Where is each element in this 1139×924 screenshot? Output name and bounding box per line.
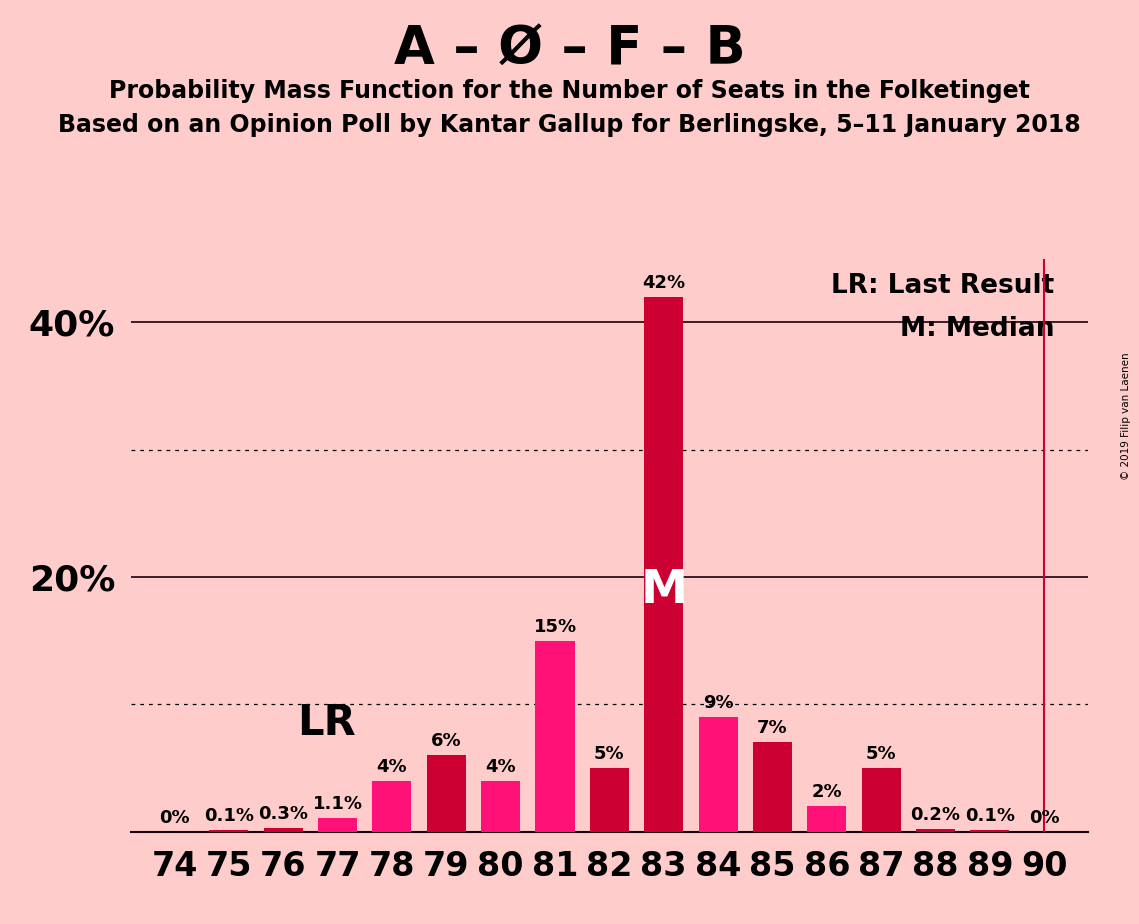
Text: Probability Mass Function for the Number of Seats in the Folketinget: Probability Mass Function for the Number… <box>109 79 1030 103</box>
Text: 0.1%: 0.1% <box>204 808 254 825</box>
Text: 9%: 9% <box>703 694 734 711</box>
Text: M: M <box>640 568 687 614</box>
Bar <box>590 768 629 832</box>
Text: 5%: 5% <box>866 745 896 763</box>
Text: 7%: 7% <box>757 720 788 737</box>
Text: LR: Last Result: LR: Last Result <box>831 274 1055 299</box>
Text: Based on an Opinion Poll by Kantar Gallup for Berlingske, 5–11 January 2018: Based on an Opinion Poll by Kantar Gallu… <box>58 113 1081 137</box>
Bar <box>916 829 956 832</box>
Text: 5%: 5% <box>595 745 624 763</box>
Bar <box>427 755 466 832</box>
Text: 42%: 42% <box>642 274 686 292</box>
Text: 0.1%: 0.1% <box>965 808 1015 825</box>
Bar <box>318 818 358 832</box>
Text: 0%: 0% <box>1029 808 1059 826</box>
Bar <box>645 297 683 832</box>
Bar <box>861 768 901 832</box>
Bar <box>210 831 248 832</box>
Bar <box>753 743 792 832</box>
Text: 0.3%: 0.3% <box>259 805 309 822</box>
Text: 0%: 0% <box>159 808 190 826</box>
Text: 4%: 4% <box>485 758 516 775</box>
Text: © 2019 Filip van Laenen: © 2019 Filip van Laenen <box>1121 352 1131 480</box>
Text: 1.1%: 1.1% <box>312 795 362 812</box>
Text: 0.2%: 0.2% <box>910 806 960 824</box>
Text: 6%: 6% <box>431 732 461 750</box>
Text: A – Ø – F – B: A – Ø – F – B <box>394 23 745 75</box>
Bar <box>808 806 846 832</box>
Text: 2%: 2% <box>811 783 842 801</box>
Bar <box>263 828 303 832</box>
Bar <box>372 781 411 832</box>
Text: LR: LR <box>297 702 355 745</box>
Bar <box>970 831 1009 832</box>
Text: M: Median: M: Median <box>900 316 1055 342</box>
Text: 15%: 15% <box>533 617 576 636</box>
Text: 4%: 4% <box>377 758 408 775</box>
Bar <box>698 717 738 832</box>
Bar <box>535 640 574 832</box>
Bar <box>481 781 521 832</box>
